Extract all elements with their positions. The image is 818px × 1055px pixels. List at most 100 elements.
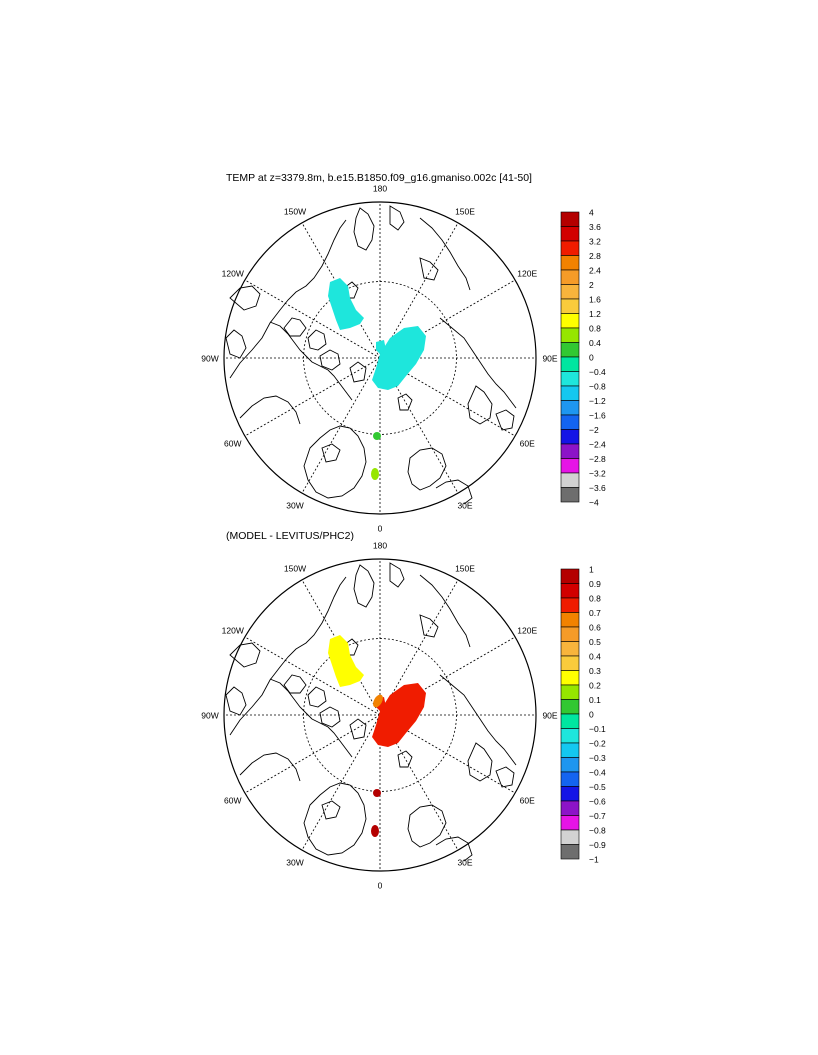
coastline [321, 800, 341, 820]
colorbar-tick-label: −3.6 [589, 483, 606, 493]
colorbar-tick-label: 0.8 [589, 324, 601, 334]
colorbar-tick-label: −0.7 [589, 811, 606, 821]
colorbar-cell [560, 371, 580, 387]
colorbar-2: 1 0.9 0.8 0.7 0.6 0.5 0.4 0.3 0.2 0.1 0 −0.1 −0.2 −0.… [560, 565, 606, 865]
coastline [229, 642, 261, 668]
longitude-label: 60W [224, 796, 241, 806]
colorbar-cell [560, 583, 580, 599]
colorbar-tick-label: −1 [589, 855, 599, 865]
colorbar-cell [560, 298, 580, 314]
coastline [389, 562, 405, 588]
coastline [419, 257, 439, 281]
longitude-label: 30W [286, 501, 303, 511]
longitude-label: 30E [457, 501, 472, 511]
meridian-line [301, 714, 381, 851]
meridian-line [244, 357, 381, 437]
colorbar-tick-label: −0.1 [589, 724, 606, 734]
colorbar-cell [560, 844, 580, 860]
longitude-label: 30W [286, 858, 303, 868]
colorbar-cell [560, 429, 580, 445]
longitude-label: 120E [517, 269, 537, 279]
coastline [319, 706, 341, 728]
coastline [389, 205, 405, 231]
coastline [419, 574, 471, 648]
map-title: TEMP at z=3379.8m, b.e15.B1850.f09_g16.g… [226, 172, 532, 184]
colorbar-tick-label: 2 [589, 280, 594, 290]
coastline [229, 285, 261, 311]
colorbar-cell [560, 356, 580, 372]
colorbar-cell [560, 800, 580, 816]
colorbar-cell [560, 313, 580, 329]
colorbar-tick-label: 0.8 [589, 594, 601, 604]
map-subtitle: (MODEL - LEVITUS/PHC2) [226, 530, 354, 542]
longitude-label: 90E [542, 711, 557, 721]
coastline [229, 576, 347, 736]
colorbar-tick-label: −2.8 [589, 454, 606, 464]
anomaly-region-a [328, 635, 364, 687]
coastline [283, 317, 307, 337]
meridian-line [379, 222, 459, 359]
colorbar-tick-label: 1 [589, 565, 594, 575]
colorbar-tick-label: 1.6 [589, 295, 601, 305]
longitude-label: 0 [378, 881, 383, 891]
colorbar-cell [560, 699, 580, 715]
colorbar-tick-label: 0.4 [589, 338, 601, 348]
colorbar-cell [560, 342, 580, 358]
colorbar-tick-label: 0 [589, 710, 594, 720]
coastline [349, 718, 367, 740]
coastline [283, 674, 307, 694]
meridian-line [244, 636, 381, 716]
colorbar-cell [560, 400, 580, 416]
coastline [407, 804, 447, 848]
colorbar-tick-label: −0.4 [589, 768, 606, 778]
colorbar-tick-label: 2.4 [589, 266, 601, 276]
colorbar-tick-label: 0.9 [589, 579, 601, 589]
anomaly-spot [371, 825, 379, 837]
longitude-label: 60E [520, 439, 535, 449]
coastline [435, 836, 473, 862]
coastline [353, 207, 375, 251]
colorbar-tick-label: −0.8 [589, 826, 606, 836]
anomaly-spot [371, 468, 379, 480]
colorbar-tick-label: 0.3 [589, 666, 601, 676]
colorbar-cell [560, 458, 580, 474]
map-boundary-circle [223, 558, 537, 872]
colorbar-tick-label: 0.4 [589, 652, 601, 662]
colorbar-cell [560, 568, 580, 584]
longitude-label: 60W [224, 439, 241, 449]
meridian-line [244, 279, 381, 359]
colorbar-cell [560, 612, 580, 628]
colorbar-tick-label: 2.8 [589, 251, 601, 261]
colorbar-tick-label: 0.5 [589, 637, 601, 647]
colorbar-tick-label: −0.6 [589, 797, 606, 807]
colorbar-cell [560, 728, 580, 744]
coastline [319, 349, 341, 371]
colorbar-tick-label: 3.2 [589, 237, 601, 247]
coastline [419, 614, 439, 638]
coastline [303, 425, 367, 499]
longitude-label: 30E [457, 858, 472, 868]
coastline [439, 674, 517, 766]
colorbar-cell [560, 771, 580, 787]
colorbar-cell [560, 742, 580, 758]
coastline [439, 317, 517, 409]
longitude-label: 0 [378, 524, 383, 534]
colorbar-cell [560, 786, 580, 802]
coastline [225, 329, 247, 359]
colorbar-tick-label: −3.2 [589, 469, 606, 479]
longitude-label: 180 [373, 184, 387, 194]
colorbar-tick-label: 4 [589, 208, 594, 218]
colorbar-cell [560, 815, 580, 831]
coastline [239, 395, 301, 425]
colorbar-cell [560, 713, 580, 729]
longitude-label: 60E [520, 796, 535, 806]
colorbar-cell [560, 327, 580, 343]
anomaly-spot [373, 789, 381, 797]
longitude-label: 120E [517, 626, 537, 636]
anomaly-spot [373, 432, 381, 440]
longitude-label: 150W [284, 563, 306, 573]
colorbar-cell [560, 414, 580, 430]
colorbar-tick-label: 0.1 [589, 695, 601, 705]
colorbar-tick-label: 0 [589, 353, 594, 363]
